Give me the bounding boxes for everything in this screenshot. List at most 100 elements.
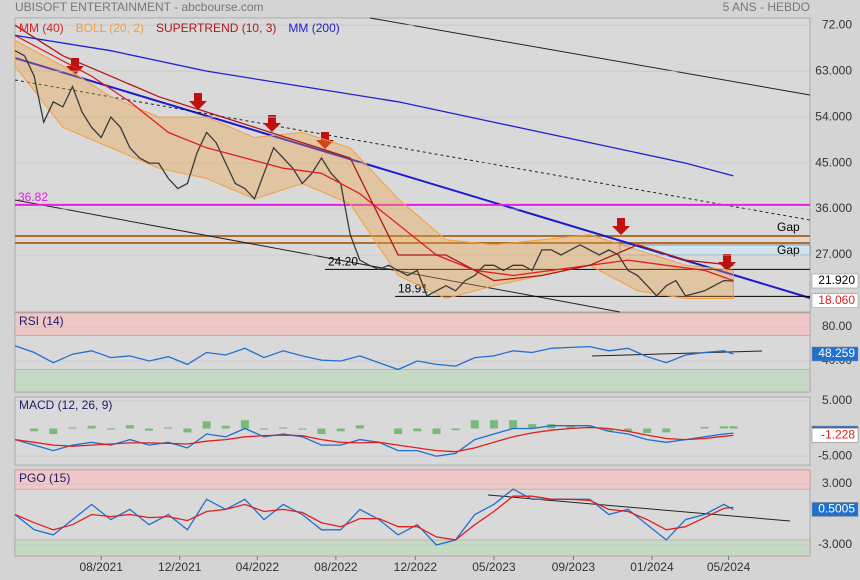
last-value-box xyxy=(811,293,859,308)
x-tick-label: 12/2022 xyxy=(394,560,438,574)
x-tick-label: 04/2022 xyxy=(236,560,280,574)
histogram-bar xyxy=(643,428,652,433)
last-value-box xyxy=(811,273,859,289)
histogram-bar xyxy=(604,428,613,432)
histogram-bar xyxy=(68,427,77,429)
panel-title: MACD (12, 26, 9) xyxy=(19,398,112,412)
histogram-bar xyxy=(49,428,58,435)
y-tick-label: -3.000 xyxy=(818,537,852,551)
arrows xyxy=(66,58,736,271)
y-tick-label: 45.000 xyxy=(815,155,852,169)
arrow xyxy=(66,58,84,75)
series-line xyxy=(14,34,734,282)
zone xyxy=(14,539,811,557)
zone xyxy=(14,312,811,336)
macd-panel xyxy=(14,396,811,466)
last-value-box xyxy=(811,428,859,443)
chart-subtitle: 5 ANS - HEBDO xyxy=(723,0,810,14)
zone xyxy=(14,369,811,393)
legend-entry: MM (40) xyxy=(19,21,64,35)
last-value-box xyxy=(811,346,859,362)
legend-entry: SUPERTREND (10, 3) xyxy=(156,21,276,35)
y-tick-label: 3.000 xyxy=(822,476,852,490)
histogram-bar xyxy=(700,426,709,429)
histogram-bar xyxy=(394,428,403,435)
histogram-bar xyxy=(662,428,671,433)
last-value-label: -1.228 xyxy=(821,427,855,441)
histogram-bar xyxy=(106,428,115,430)
last-value-label: 21.920 xyxy=(818,273,855,287)
last-value-label: 18.060 xyxy=(818,293,855,307)
histogram-bar xyxy=(451,428,460,431)
arrow xyxy=(612,218,630,235)
histogram-bar xyxy=(413,428,422,432)
panel-title: PGO (15) xyxy=(19,471,70,485)
arrow xyxy=(316,132,334,149)
panel-title: RSI (14) xyxy=(19,314,64,328)
histogram-bar xyxy=(298,428,307,430)
histogram-bar xyxy=(470,420,479,429)
last-value-box xyxy=(811,502,859,517)
y-tick-label: 5.000 xyxy=(822,393,852,407)
x-tick-label: 09/2023 xyxy=(552,560,596,574)
legend-entry: MM (200) xyxy=(288,21,339,35)
histogram-bar xyxy=(489,420,498,429)
last-value-label: 48.259 xyxy=(818,346,855,360)
histogram-bar xyxy=(355,425,364,429)
arrow xyxy=(263,115,281,132)
histogram-bar xyxy=(566,425,575,429)
histogram-bar xyxy=(221,425,230,429)
x-tick-label: 08/2022 xyxy=(314,560,358,574)
series-line xyxy=(14,426,734,453)
histogram-bar xyxy=(87,425,96,429)
histogram-bar xyxy=(202,421,211,429)
y-tick-label: 54.000 xyxy=(815,109,852,123)
histogram-bar xyxy=(432,428,441,435)
histogram-bar xyxy=(317,428,326,435)
x-tick-label: 08/2021 xyxy=(80,560,124,574)
trendline xyxy=(14,79,811,221)
gap-label: Gap xyxy=(777,220,800,234)
histogram-bar xyxy=(240,420,249,429)
zone xyxy=(14,469,811,490)
series-line xyxy=(14,34,734,177)
series-line xyxy=(14,495,734,541)
histogram-bar xyxy=(528,424,537,429)
x-tick-label: 05/2024 xyxy=(707,560,751,574)
level-label: 36.82 xyxy=(18,190,48,204)
bollinger-band xyxy=(14,39,734,299)
chart-title: UBISOFT ENTERTAINMENT - abcbourse.com xyxy=(15,0,264,14)
series-line xyxy=(14,50,734,297)
series-line xyxy=(14,24,734,282)
histogram-bar xyxy=(719,426,728,429)
level-label: 24.20 xyxy=(328,255,358,269)
gap-label: Gap xyxy=(777,243,800,257)
trendline xyxy=(14,199,621,313)
trendline xyxy=(369,17,811,96)
histogram-bar xyxy=(509,420,518,429)
x-tick-label: 01/2024 xyxy=(630,560,674,574)
level-label: 18.91 xyxy=(398,282,428,296)
x-tick-label: 12/2021 xyxy=(158,560,202,574)
y-tick-label: 80.00 xyxy=(822,319,852,333)
y-tick-label: 27.000 xyxy=(815,247,852,261)
histogram-bar xyxy=(145,428,154,431)
x-tick-label: 05/2023 xyxy=(472,560,516,574)
arrow xyxy=(718,254,736,271)
histogram-bar xyxy=(260,428,269,430)
trendline xyxy=(591,350,763,357)
histogram-bar xyxy=(624,428,633,432)
last-value-label: 0.5005 xyxy=(818,502,855,516)
arrow xyxy=(189,93,207,110)
y-tick-label: 63.000 xyxy=(815,63,852,77)
histogram-bar xyxy=(729,426,738,429)
legend-entry: BOLL (20, 2) xyxy=(76,21,144,35)
y-tick-label: 36.000 xyxy=(815,201,852,215)
series-line xyxy=(14,345,734,371)
histogram-bar xyxy=(279,427,288,429)
histogram-bar xyxy=(125,425,134,429)
histogram-bar xyxy=(183,428,192,433)
histogram-bar xyxy=(164,427,173,429)
